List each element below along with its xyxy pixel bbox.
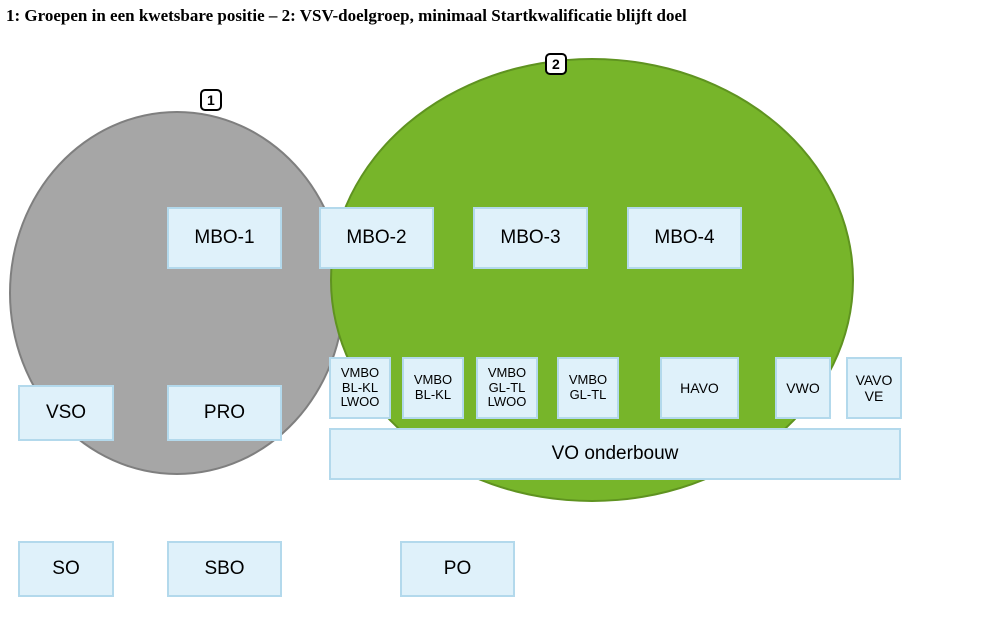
box-vwo: VWO [775, 357, 831, 419]
page-title: 1: Groepen in een kwetsbare positie – 2:… [6, 6, 687, 26]
box-mbo3: MBO-3 [473, 207, 588, 269]
box-pro: PRO [167, 385, 282, 441]
box-mbo2: MBO-2 [319, 207, 434, 269]
badge-2: 2 [545, 53, 567, 75]
box-vso: VSO [18, 385, 114, 441]
box-vmbo-blkl-lwoo: VMBOBL-KLLWOO [329, 357, 391, 419]
box-vmbo-gltl: VMBOGL-TL [557, 357, 619, 419]
box-vmbo-gltl-lwoo: VMBOGL-TLLWOO [476, 357, 538, 419]
box-so: SO [18, 541, 114, 597]
box-vavo-ve: VAVOVE [846, 357, 902, 419]
box-mbo1: MBO-1 [167, 207, 282, 269]
box-vmbo-blkl: VMBOBL-KL [402, 357, 464, 419]
badge-1: 1 [200, 89, 222, 111]
box-po: PO [400, 541, 515, 597]
box-sbo: SBO [167, 541, 282, 597]
box-havo: HAVO [660, 357, 739, 419]
box-vo-onderbouw: VO onderbouw [329, 428, 901, 480]
box-mbo4: MBO-4 [627, 207, 742, 269]
